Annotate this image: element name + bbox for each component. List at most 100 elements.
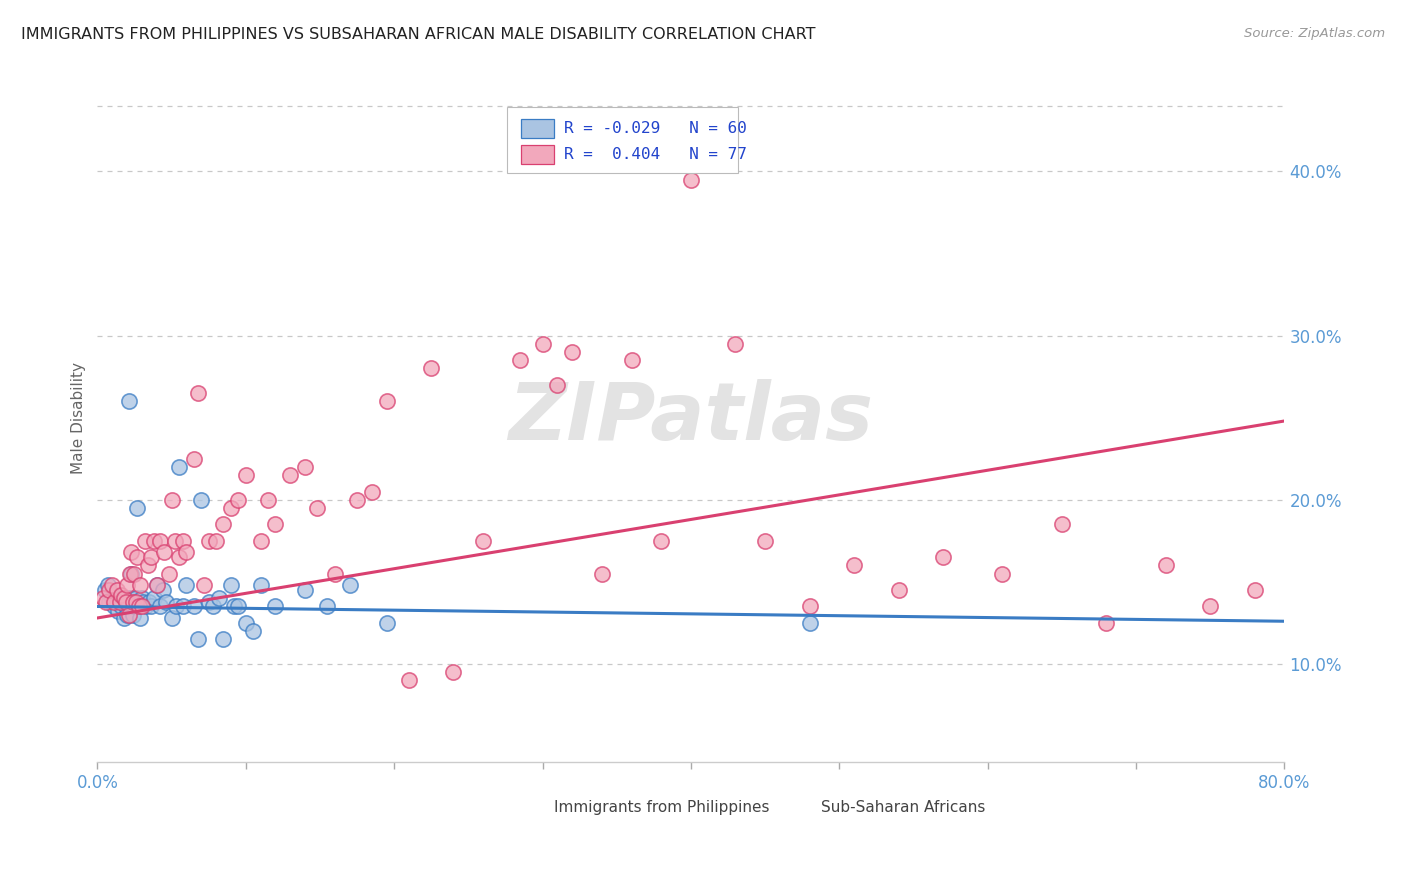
Point — [96, 594, 118, 608]
FancyBboxPatch shape — [519, 799, 546, 814]
Point — [110, 588, 132, 602]
Point — [242, 624, 264, 639]
Point — [842, 558, 865, 573]
Point — [294, 582, 316, 597]
Point — [107, 604, 129, 618]
Point — [108, 594, 131, 608]
Point — [124, 599, 146, 614]
Point — [375, 394, 398, 409]
Point — [264, 599, 287, 614]
FancyBboxPatch shape — [522, 145, 554, 164]
Point — [799, 615, 821, 630]
Point — [887, 582, 910, 597]
Point — [149, 599, 172, 614]
Point — [91, 591, 114, 606]
Point — [222, 599, 245, 614]
Text: Source: ZipAtlas.com: Source: ZipAtlas.com — [1244, 27, 1385, 40]
Point — [98, 594, 121, 608]
Point — [103, 599, 125, 614]
Point — [531, 336, 554, 351]
Point — [235, 468, 257, 483]
Point — [398, 673, 420, 688]
Point — [420, 361, 443, 376]
Point — [135, 599, 157, 614]
Point — [127, 550, 149, 565]
Point — [105, 594, 128, 608]
Y-axis label: Male Disability: Male Disability — [72, 361, 86, 474]
Point — [1243, 582, 1265, 597]
Point — [114, 599, 136, 614]
Point — [149, 533, 172, 548]
Point — [799, 599, 821, 614]
Text: Immigrants from Philippines: Immigrants from Philippines — [554, 800, 770, 814]
Point — [679, 172, 702, 186]
Point — [305, 500, 328, 515]
Text: IMMIGRANTS FROM PHILIPPINES VS SUBSAHARAN AFRICAN MALE DISABILITY CORRELATION CH: IMMIGRANTS FROM PHILIPPINES VS SUBSAHARA… — [21, 27, 815, 42]
Point — [1154, 558, 1177, 573]
Point — [97, 578, 120, 592]
Point — [108, 594, 131, 608]
Point — [183, 599, 205, 614]
Text: Sub-Saharan Africans: Sub-Saharan Africans — [821, 800, 986, 814]
Point — [212, 632, 235, 647]
Point — [360, 484, 382, 499]
Point — [101, 578, 124, 592]
Point — [155, 594, 177, 608]
Point — [219, 500, 242, 515]
Point — [122, 607, 145, 622]
Point — [132, 594, 155, 608]
Point — [620, 353, 643, 368]
Point — [105, 582, 128, 597]
FancyBboxPatch shape — [508, 107, 738, 173]
FancyBboxPatch shape — [522, 119, 554, 138]
Point — [110, 599, 132, 614]
Point — [98, 582, 121, 597]
Point — [153, 545, 176, 559]
Point — [124, 594, 146, 608]
Point — [193, 578, 215, 592]
Point — [131, 591, 153, 606]
Point — [202, 599, 225, 614]
Point — [932, 550, 955, 565]
Point — [118, 566, 141, 581]
Point — [101, 591, 124, 606]
Point — [145, 578, 167, 592]
Point — [131, 599, 153, 614]
Point — [157, 566, 180, 581]
Point — [127, 500, 149, 515]
Point — [134, 533, 156, 548]
Point — [650, 533, 672, 548]
Point — [103, 594, 125, 608]
Text: R = -0.029   N = 60: R = -0.029 N = 60 — [564, 121, 747, 136]
Point — [115, 607, 138, 622]
Point — [139, 550, 162, 565]
Point — [145, 578, 167, 592]
Point — [1095, 615, 1118, 630]
Point — [138, 594, 160, 608]
Point — [278, 468, 301, 483]
Point — [176, 578, 198, 592]
Point — [1050, 517, 1073, 532]
Point — [172, 533, 194, 548]
Point — [163, 533, 186, 548]
Point — [208, 591, 231, 606]
Point — [117, 607, 139, 622]
Point — [226, 599, 249, 614]
Point — [111, 591, 134, 606]
Point — [112, 611, 135, 625]
Point — [136, 558, 159, 573]
Point — [294, 459, 316, 474]
Point — [472, 533, 495, 548]
Point — [443, 665, 465, 680]
Point — [346, 492, 368, 507]
Point — [1199, 599, 1222, 614]
Point — [187, 632, 209, 647]
Point — [235, 615, 257, 630]
Point — [323, 566, 346, 581]
Point — [546, 377, 568, 392]
Point — [176, 545, 198, 559]
Point — [114, 594, 136, 608]
Text: R =  0.404   N = 77: R = 0.404 N = 77 — [564, 147, 747, 162]
Point — [112, 591, 135, 606]
Point — [197, 594, 219, 608]
